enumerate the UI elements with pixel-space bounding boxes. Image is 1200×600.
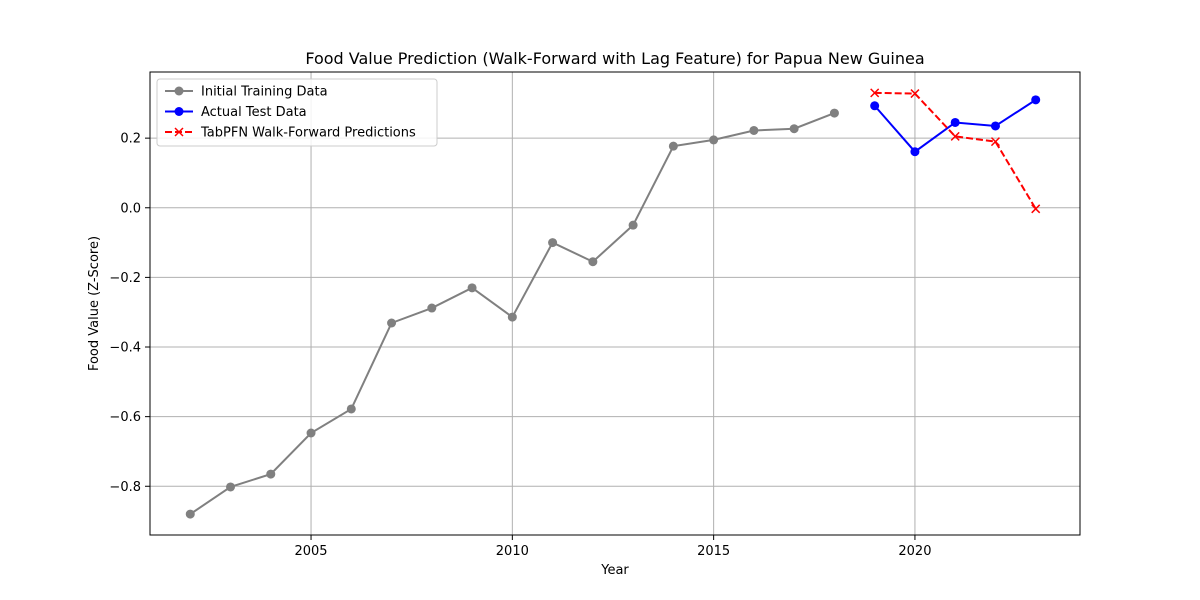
legend-entry-tabpfn-walk-forward-predictions: TabPFN Walk-Forward Predictions — [165, 126, 416, 141]
tabpfn-walk-forward-predictions-line — [874, 91, 1037, 210]
initial-training-data-point — [266, 469, 276, 479]
initial-training-data-point — [789, 124, 799, 134]
chart-title: Food Value Prediction (Walk-Forward with… — [305, 49, 924, 68]
y-tick-label: −0.8 — [109, 480, 141, 495]
y-tick-label: −0.6 — [109, 410, 141, 425]
actual-test-data-point — [990, 121, 1000, 131]
actual-test-data-point — [950, 117, 960, 127]
legend-entry-initial-training-data: Initial Training Data — [165, 85, 328, 100]
y-tick-label: 0.0 — [120, 201, 141, 216]
initial-training-data-point — [467, 283, 477, 293]
legend-marker — [174, 86, 184, 96]
legend-entry-actual-test-data: Actual Test Data — [165, 105, 307, 120]
legend-label: Actual Test Data — [201, 105, 307, 120]
x-marker-stroke — [910, 89, 920, 99]
y-tick-label: 0.2 — [120, 132, 141, 147]
legend: Initial Training Data Actual Test Data Tab… — [156, 78, 438, 147]
tabpfn-walk-forward-predictions-point — [950, 131, 960, 141]
initial-training-data-point — [226, 482, 236, 492]
legend-marker — [174, 107, 184, 116]
initial-training-data-point — [709, 135, 719, 145]
initial-training-data-point — [427, 303, 437, 313]
y-tick-label: −0.4 — [109, 341, 141, 356]
tabpfn-walk-forward-predictions-point — [870, 88, 880, 98]
y-tick-label: −0.2 — [109, 271, 141, 286]
x-marker-stroke — [950, 131, 960, 141]
x-tick-label: 2020 — [898, 544, 931, 559]
x-marker-stroke — [990, 137, 1000, 147]
actual-test-data-point — [1031, 95, 1041, 105]
legend-box — [156, 78, 438, 147]
initial-training-data-point — [628, 220, 638, 230]
x-tick-label: 2015 — [697, 544, 730, 559]
x-marker-stroke — [870, 88, 880, 98]
legend-marker — [174, 127, 184, 137]
initial-training-data-point — [306, 428, 316, 438]
tabpfn-walk-forward-predictions-point — [1031, 204, 1041, 214]
initial-training-data-point — [668, 141, 678, 151]
actual-test-data-point — [910, 147, 920, 157]
initial-training-data-point — [507, 312, 517, 322]
ticks: 2005 2010 2015 2020 −0.8 −0.6 −0.4 −0.2 0.0 0.2 — [109, 132, 931, 559]
legend-label: Initial Training Data — [201, 85, 328, 100]
x-marker-stroke — [1031, 204, 1041, 214]
x-axis-label: Year — [600, 563, 629, 578]
grid — [150, 72, 1080, 535]
initial-training-data-point — [185, 509, 195, 519]
y-axis-label: Food Value (Z-Score) — [87, 236, 102, 371]
x-tick-label: 2005 — [294, 544, 327, 559]
initial-training-data-point — [749, 125, 759, 135]
tabpfn-walk-forward-predictions-point — [990, 137, 1000, 147]
initial-training-data-point — [588, 257, 598, 267]
initial-training-data-point — [829, 108, 839, 118]
tabpfn-walk-forward-predictions-point — [910, 89, 920, 99]
initial-training-data-point — [548, 238, 558, 248]
legend-label: TabPFN Walk-Forward Predictions — [200, 126, 416, 141]
initial-training-data-point — [346, 404, 356, 414]
plot-frame — [149, 71, 1081, 536]
initial-training-data-point — [387, 318, 397, 328]
actual-test-data-point — [870, 101, 880, 111]
x-tick-label: 2010 — [496, 544, 529, 559]
series-layer — [185, 88, 1041, 519]
